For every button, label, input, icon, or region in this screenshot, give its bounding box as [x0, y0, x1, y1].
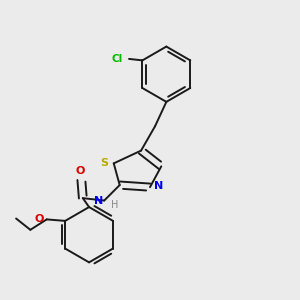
Text: O: O [75, 166, 85, 176]
Text: N: N [94, 196, 103, 206]
Text: H: H [111, 200, 118, 210]
Text: Cl: Cl [112, 54, 123, 64]
Text: O: O [35, 214, 44, 224]
Text: N: N [154, 181, 163, 191]
Text: S: S [100, 158, 108, 168]
